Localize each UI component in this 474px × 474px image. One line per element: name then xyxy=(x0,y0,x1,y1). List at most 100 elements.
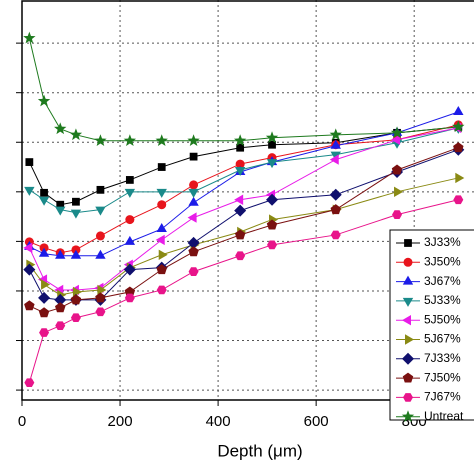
marker xyxy=(156,222,167,232)
marker xyxy=(156,285,167,295)
legend-marker xyxy=(402,275,414,285)
marker xyxy=(55,206,66,216)
legend-label: 5J33% xyxy=(424,293,461,307)
legend-label: 3J50% xyxy=(424,254,461,268)
marker xyxy=(94,134,107,147)
marker xyxy=(453,195,464,205)
marker xyxy=(70,209,82,219)
marker xyxy=(38,291,51,304)
marker xyxy=(23,31,36,44)
legend-marker xyxy=(402,315,411,326)
marker xyxy=(54,293,67,306)
marker xyxy=(234,194,244,205)
marker xyxy=(72,197,80,206)
marker xyxy=(38,247,50,257)
marker xyxy=(265,131,279,144)
x-axis-label: Depth (μm) xyxy=(217,441,302,460)
marker xyxy=(266,193,279,206)
marker xyxy=(329,128,342,141)
marker xyxy=(124,235,136,245)
marker xyxy=(235,159,245,169)
marker xyxy=(24,378,35,387)
marker xyxy=(330,204,341,215)
marker xyxy=(69,128,83,141)
marker xyxy=(38,196,50,206)
marker xyxy=(41,279,51,290)
marker xyxy=(95,231,105,241)
marker xyxy=(391,134,401,145)
marker xyxy=(56,200,65,209)
x-tick-label: 400 xyxy=(206,413,231,430)
legend-label: 7J50% xyxy=(424,370,461,384)
marker xyxy=(452,120,465,133)
marker xyxy=(267,240,278,250)
legend-marker xyxy=(404,239,412,247)
legend-marker xyxy=(405,334,414,345)
marker xyxy=(70,313,81,323)
x-tick-label: 0 xyxy=(18,413,26,430)
marker xyxy=(155,134,168,147)
marker xyxy=(391,164,403,175)
marker xyxy=(54,122,67,135)
marker xyxy=(125,215,135,225)
marker xyxy=(55,302,66,313)
marker xyxy=(453,142,464,153)
marker xyxy=(234,229,246,240)
legend-label: 5J67% xyxy=(424,332,461,346)
marker xyxy=(95,307,106,317)
marker xyxy=(234,204,247,217)
marker xyxy=(95,249,106,259)
marker xyxy=(188,267,199,276)
legend-marker xyxy=(401,410,415,422)
legend-label: 7J67% xyxy=(424,390,461,404)
marker xyxy=(124,293,135,303)
marker xyxy=(23,242,33,254)
legend-label: Untreat xyxy=(424,409,464,423)
marker xyxy=(38,307,50,318)
legend-marker xyxy=(403,393,413,402)
marker xyxy=(266,219,278,230)
marker xyxy=(392,210,403,219)
legend-marker xyxy=(402,297,414,307)
marker xyxy=(330,230,341,240)
legend-label: 3J67% xyxy=(424,274,461,288)
marker xyxy=(123,134,137,147)
marker xyxy=(70,249,82,259)
marker xyxy=(233,134,247,147)
plot-frame xyxy=(21,0,474,401)
x-tick-label: 200 xyxy=(108,413,133,430)
legend-marker xyxy=(402,352,414,365)
marker xyxy=(188,196,199,206)
marker xyxy=(453,106,464,116)
marker xyxy=(156,188,167,198)
marker xyxy=(390,126,404,139)
marker xyxy=(455,172,465,184)
marker xyxy=(234,167,246,177)
legend-marker xyxy=(403,257,413,267)
marker xyxy=(266,159,278,169)
marker xyxy=(236,143,245,152)
marker xyxy=(72,286,82,298)
marker xyxy=(125,176,134,184)
marker xyxy=(329,188,342,201)
legend-label: 3J33% xyxy=(424,235,461,249)
marker xyxy=(155,234,165,246)
marker xyxy=(95,206,106,216)
marker xyxy=(39,328,50,337)
marker xyxy=(95,292,106,303)
legend-label: 7J33% xyxy=(424,351,461,365)
marker xyxy=(24,186,35,196)
marker xyxy=(235,251,246,261)
marker xyxy=(70,294,82,305)
marker xyxy=(157,163,166,171)
marker xyxy=(156,264,167,275)
marker xyxy=(188,246,199,257)
marker xyxy=(55,249,66,259)
legend-label: 5J50% xyxy=(424,312,461,326)
marker xyxy=(394,186,404,198)
marker xyxy=(189,152,198,161)
marker xyxy=(24,300,35,311)
marker xyxy=(330,139,341,149)
marker xyxy=(97,284,107,296)
